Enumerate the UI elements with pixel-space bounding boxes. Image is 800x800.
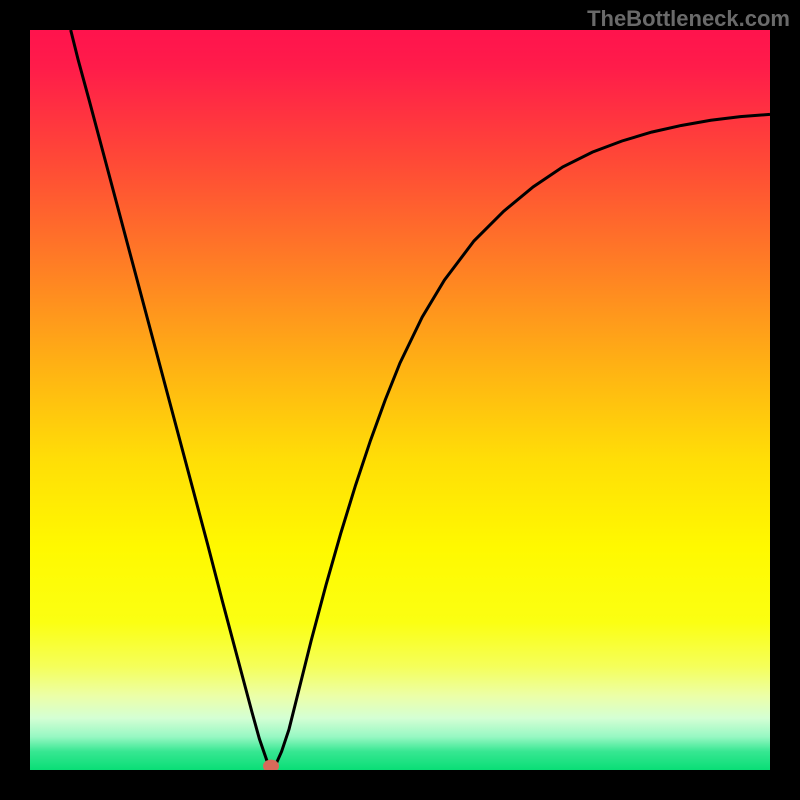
watermark-text: TheBottleneck.com [587, 6, 790, 32]
bottleneck-curve [71, 30, 770, 766]
bottleneck-curve-layer [30, 30, 770, 770]
chart-plot-area [30, 30, 770, 770]
optimal-point-marker [263, 760, 279, 770]
